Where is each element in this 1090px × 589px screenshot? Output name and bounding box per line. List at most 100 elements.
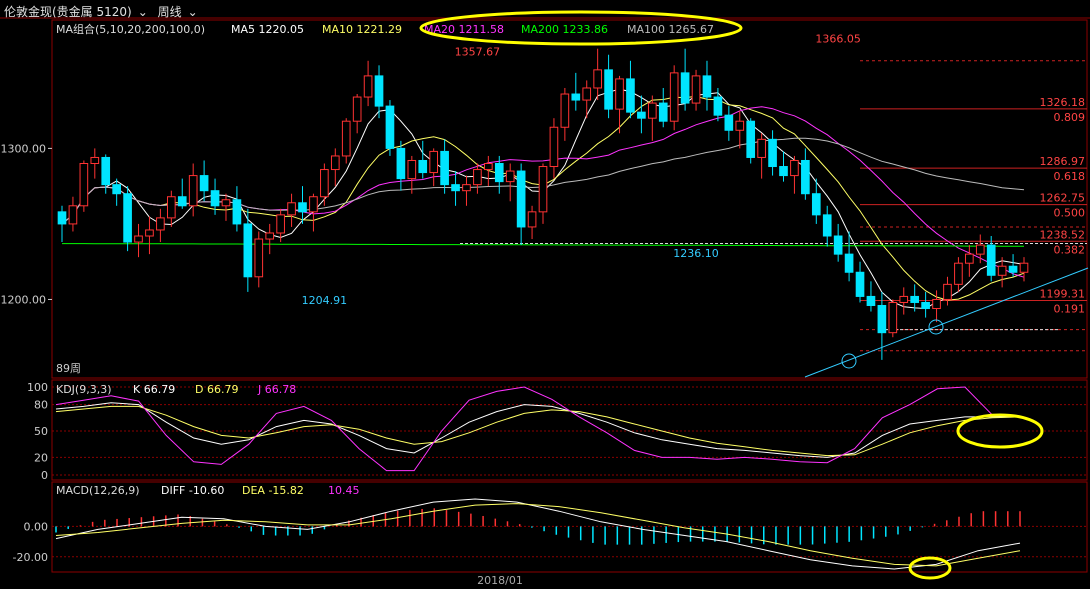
kdj-legend-k: K 66.79 xyxy=(133,383,175,396)
trend-line xyxy=(804,267,1089,378)
fib-ratio-label: 0.191 xyxy=(1054,302,1086,315)
candle-body xyxy=(68,205,78,225)
candle-body xyxy=(757,138,766,158)
candle-body xyxy=(779,166,788,177)
kdj-k-line xyxy=(55,402,1020,458)
candle-body xyxy=(724,114,734,131)
date-axis-label: 2018/01 xyxy=(477,574,523,587)
kdj-y-tick: 100 xyxy=(27,381,48,394)
kdj-y-tick: 20 xyxy=(34,451,48,464)
candle-body xyxy=(352,96,362,122)
candle-body xyxy=(199,175,209,192)
candle-body xyxy=(320,169,329,198)
candle-body xyxy=(921,301,930,310)
kdj-y-tick: 80 xyxy=(34,399,48,412)
macd-legend-diff: DIFF -10.60 xyxy=(161,484,224,497)
candle-body xyxy=(932,298,941,310)
candle-body xyxy=(484,163,493,171)
candle-body xyxy=(790,159,799,177)
candle-body xyxy=(418,159,428,174)
macd-diff-line xyxy=(55,498,1021,570)
candle-body xyxy=(801,159,810,195)
chart-header: 伦敦金现(贵金属 5120) ⌄ 周线 ⌄ xyxy=(4,3,204,20)
candle-body xyxy=(888,301,898,334)
candle-body xyxy=(844,253,854,273)
candle-body xyxy=(691,75,701,104)
candle-body xyxy=(1019,262,1029,273)
candle-body xyxy=(822,214,832,237)
fib-ratio-label: 0.809 xyxy=(1054,111,1086,124)
highlight-ellipse xyxy=(956,413,1044,449)
chevron-down-icon[interactable]: ⌄ xyxy=(137,5,148,19)
candle-body xyxy=(429,150,439,174)
trend-touch-marker xyxy=(841,353,857,369)
ma-legend-item: MA200 1233.86 xyxy=(521,23,608,36)
candle-body xyxy=(855,271,865,297)
ma-legend-item: MA组合(5,10,20,200,100,0) xyxy=(56,22,205,36)
candle-body xyxy=(134,235,143,243)
candle-body xyxy=(768,138,777,168)
fib-ratio-label: 0.382 xyxy=(1054,243,1086,256)
candle-body xyxy=(385,105,395,149)
fib-ratio-label: 0.618 xyxy=(1054,170,1086,183)
candle-body xyxy=(363,75,373,98)
candle-body xyxy=(965,253,974,264)
y-tick-label: 1200.00 xyxy=(1,293,47,306)
ma-legend-item: MA100 1265.67 xyxy=(627,23,714,36)
candle-body xyxy=(647,102,657,119)
highlight-ellipse xyxy=(908,556,952,580)
candle-body xyxy=(746,120,756,158)
candle-body xyxy=(538,166,548,213)
candle-body xyxy=(440,150,449,186)
candle-body xyxy=(407,159,417,180)
candle-body xyxy=(451,184,460,192)
candle-body xyxy=(866,295,876,306)
macd-legend-label: MACD(12,26,9) xyxy=(56,484,140,497)
candle-body xyxy=(986,244,996,276)
candle-body xyxy=(593,69,602,89)
candle-body xyxy=(637,111,646,119)
candle-body xyxy=(604,69,613,110)
fib-price-label: 1262.75 xyxy=(1040,192,1086,205)
candle-body xyxy=(702,75,712,98)
candle-body xyxy=(516,170,526,228)
candle-body xyxy=(79,163,89,207)
kdj-y-tick: 50 xyxy=(34,425,48,438)
price-annotation: 1357.67 xyxy=(455,45,501,58)
candle-body xyxy=(910,295,920,303)
candle-body xyxy=(505,170,515,183)
candle-body xyxy=(298,202,307,213)
chevron-down-icon[interactable]: ⌄ xyxy=(187,5,198,19)
price-annotation: 1236.10 xyxy=(673,247,719,260)
candle-body xyxy=(462,184,471,192)
candle-body xyxy=(899,295,909,303)
candle-body xyxy=(57,211,67,225)
fib-price-label: 1326.18 xyxy=(1040,96,1086,109)
candle-body xyxy=(177,196,187,207)
candle-body xyxy=(626,78,635,113)
ma-legend-item: MA5 1220.05 xyxy=(231,23,304,36)
candle-body xyxy=(833,235,843,255)
kdj-y-tick: 0 xyxy=(41,469,48,482)
candle-body xyxy=(188,175,198,207)
candle-body xyxy=(615,78,624,110)
fib-price-label: 1199.31 xyxy=(1040,287,1086,300)
fib-price-label: 1286.97 xyxy=(1040,155,1086,168)
ma-legend-item: MA20 1211.58 xyxy=(424,23,504,36)
candle-body xyxy=(276,214,285,234)
candle-body xyxy=(232,199,242,225)
candle-body xyxy=(101,156,111,186)
candle-body xyxy=(582,87,592,101)
period-label[interactable]: 周线 xyxy=(157,5,182,19)
candle-body xyxy=(713,96,723,116)
candle-body xyxy=(221,199,231,207)
candle-body xyxy=(669,72,679,122)
product-name[interactable]: 伦敦金现(贵金属 5120) xyxy=(4,5,132,19)
candle-body xyxy=(210,190,220,207)
candle-body xyxy=(571,93,581,101)
ma200-line xyxy=(62,243,1024,247)
macd-y-tick: 0.00 xyxy=(24,520,49,533)
kdj-legend-label: KDJ(9,3,3) xyxy=(56,383,112,396)
y-tick-label: 1300.00 xyxy=(1,142,47,155)
